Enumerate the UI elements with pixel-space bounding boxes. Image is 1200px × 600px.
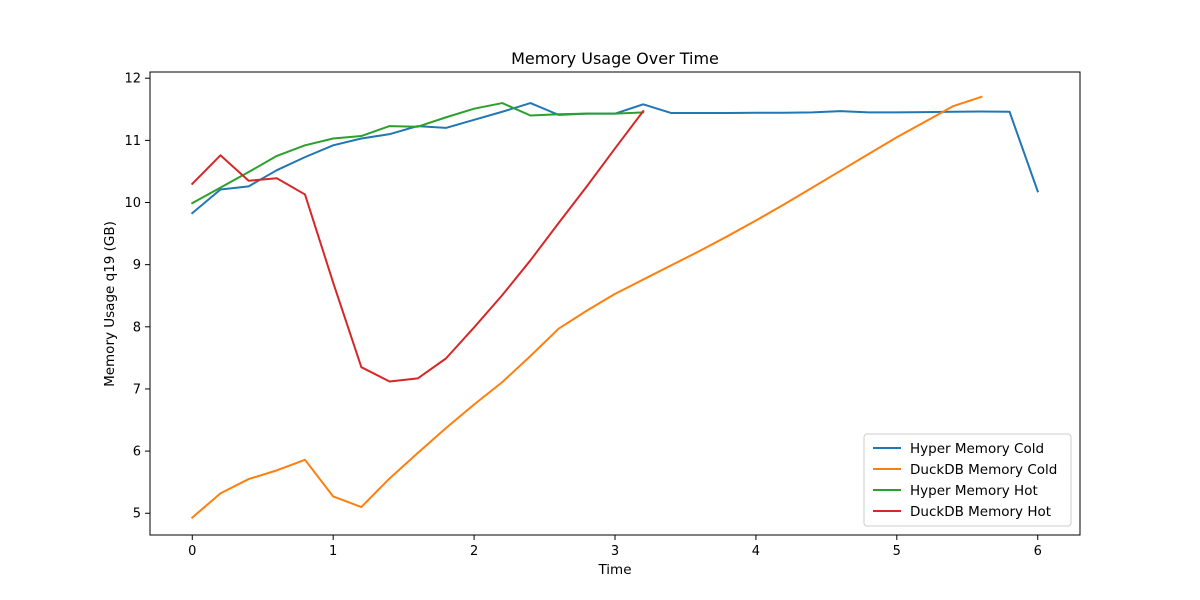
legend-label: Hyper Memory Hot: [910, 483, 1038, 499]
y-tick-label: 12: [124, 72, 141, 87]
y-tick-label: 8: [133, 320, 141, 335]
legend: Hyper Memory Cold DuckDB Memory Cold Hyper…: [863, 433, 1072, 527]
legend-label: DuckDB Memory Hot: [910, 504, 1051, 520]
x-axis-title: Time: [597, 562, 631, 578]
x-tick-label: 0: [188, 544, 196, 559]
x-tick-label: 1: [329, 544, 337, 559]
legend-box: [863, 433, 1072, 527]
x-tick-label: 3: [611, 544, 619, 559]
y-tick-label: 11: [124, 134, 141, 149]
y-tick-label: 6: [133, 445, 141, 460]
y-tick-label: 9: [133, 258, 141, 273]
series-line-4: [190, 109, 645, 383]
y-axis-title: Memory Usage q19 (GB): [102, 221, 118, 387]
legend-label: Hyper Memory Cold: [910, 441, 1044, 457]
series-line-2: [190, 95, 983, 520]
series-line-3: [190, 102, 645, 205]
y-tick-label: 10: [124, 196, 141, 211]
x-tick-label: 2: [470, 544, 478, 559]
x-tick-label: 5: [893, 544, 901, 559]
y-tick-label: 5: [133, 507, 141, 522]
legend-label: DuckDB Memory Cold: [910, 462, 1057, 478]
plot-frame: [149, 71, 1081, 536]
x-tick-label: 4: [752, 544, 760, 559]
x-tick-label: 6: [1034, 544, 1042, 559]
y-tick-label: 7: [133, 382, 141, 397]
chart-title: Memory Usage Over Time: [511, 49, 719, 68]
